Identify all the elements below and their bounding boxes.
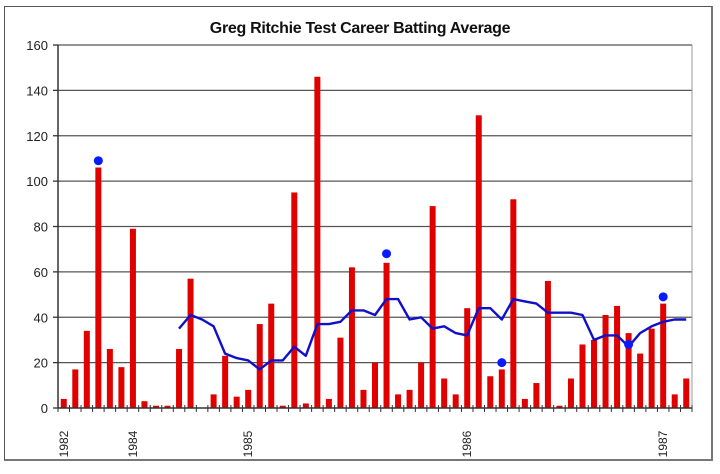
not-out-markers bbox=[93, 156, 668, 368]
bar bbox=[544, 280, 551, 408]
not-out-marker bbox=[658, 292, 668, 302]
bar bbox=[291, 192, 298, 408]
bar bbox=[418, 362, 425, 408]
bar bbox=[60, 398, 67, 408]
bar bbox=[671, 394, 678, 408]
bar bbox=[222, 355, 229, 408]
bar bbox=[533, 383, 540, 408]
y-tick-label: 0 bbox=[41, 401, 48, 416]
y-tick-label: 140 bbox=[26, 83, 48, 98]
y-tick-label: 120 bbox=[26, 129, 48, 144]
bar bbox=[72, 369, 79, 408]
bar bbox=[556, 405, 563, 408]
bar bbox=[210, 394, 217, 408]
bar bbox=[521, 398, 528, 408]
bar bbox=[406, 389, 413, 408]
bar bbox=[383, 262, 390, 408]
bar bbox=[637, 353, 644, 408]
bar bbox=[395, 394, 402, 408]
y-tick-label: 80 bbox=[34, 220, 48, 235]
x-tick-label: 1986 bbox=[460, 430, 474, 457]
bar bbox=[429, 206, 436, 408]
bar bbox=[187, 278, 194, 408]
bar bbox=[579, 344, 586, 408]
bar bbox=[660, 303, 667, 408]
x-tick-label: 1987 bbox=[656, 430, 670, 457]
bar bbox=[625, 333, 632, 408]
bar bbox=[118, 367, 125, 408]
not-out-marker bbox=[497, 358, 507, 368]
average-line-path bbox=[178, 297, 687, 371]
bar bbox=[372, 362, 378, 408]
bar bbox=[95, 167, 102, 408]
bar bbox=[164, 405, 171, 408]
bar bbox=[452, 394, 459, 408]
y-tick-label: 60 bbox=[34, 265, 48, 280]
bar bbox=[176, 349, 183, 408]
bar bbox=[464, 308, 471, 408]
gridlines bbox=[58, 44, 693, 408]
bar bbox=[498, 369, 505, 408]
bar bbox=[348, 267, 355, 408]
bar bbox=[487, 376, 494, 408]
axes: 0 20 40 60 80 100 120 140 160 1982 1984 1985 1986 198… bbox=[26, 38, 693, 457]
not-out-marker bbox=[93, 156, 103, 166]
bar bbox=[302, 403, 309, 408]
bar bbox=[510, 199, 517, 408]
bar bbox=[325, 398, 332, 408]
bar bbox=[648, 328, 655, 408]
average-line bbox=[178, 297, 687, 371]
y-tick-label: 20 bbox=[34, 356, 48, 371]
bar bbox=[245, 389, 252, 408]
bar bbox=[106, 349, 113, 408]
bar bbox=[441, 378, 448, 408]
bar bbox=[614, 305, 621, 408]
bar bbox=[360, 389, 367, 408]
bar bbox=[567, 378, 574, 408]
bar bbox=[337, 337, 344, 408]
x-tick-label: 1982 bbox=[57, 430, 71, 457]
bar bbox=[602, 314, 609, 408]
bar bbox=[268, 303, 275, 408]
bar bbox=[279, 405, 286, 408]
bar bbox=[129, 228, 136, 408]
x-tick-label: 1984 bbox=[126, 430, 140, 457]
bar bbox=[314, 76, 321, 408]
bar bbox=[256, 324, 263, 408]
bar bbox=[475, 115, 482, 409]
y-tick-label: 160 bbox=[26, 38, 48, 53]
bar bbox=[83, 330, 90, 408]
y-tick-label: 40 bbox=[34, 310, 48, 325]
bar bbox=[233, 396, 240, 408]
not-out-marker bbox=[624, 339, 634, 349]
y-tick-label: 100 bbox=[26, 174, 48, 189]
bar bbox=[683, 378, 690, 408]
bar-series bbox=[60, 76, 690, 409]
bar bbox=[152, 405, 159, 408]
not-out-marker bbox=[382, 249, 392, 259]
chart-title: Greg Ritchie Test Career Batting Average bbox=[209, 20, 511, 37]
bar bbox=[591, 339, 598, 408]
bar bbox=[141, 401, 148, 408]
x-tick-label: 1985 bbox=[241, 430, 255, 457]
